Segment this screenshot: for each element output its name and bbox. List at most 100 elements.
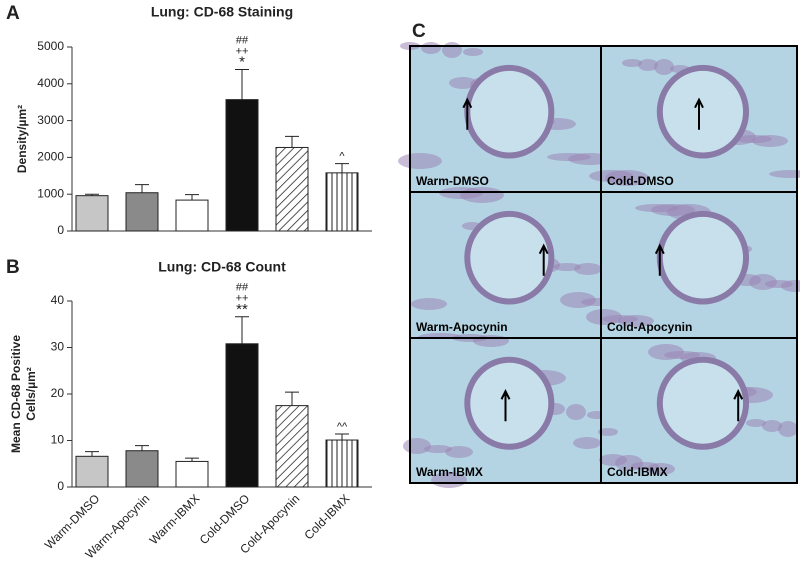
x-tick-label: Cold-IBMX — [301, 491, 352, 542]
tissue — [573, 437, 601, 449]
y-tick-label: 10 — [51, 433, 65, 447]
tissue — [598, 428, 618, 436]
bar — [275, 146, 309, 232]
bar — [325, 439, 359, 488]
tissue — [449, 77, 477, 89]
y-tick-label: 0 — [57, 479, 64, 493]
significance-label: ^^ — [337, 421, 348, 433]
error-bar — [135, 445, 149, 451]
tissue — [752, 135, 788, 147]
micrograph-label: Warm-Apocynin — [416, 320, 508, 334]
arrow — [500, 389, 511, 422]
tissue — [746, 419, 766, 427]
significance-label: ^ — [339, 151, 345, 163]
bar — [225, 99, 259, 232]
error-bar — [235, 68, 249, 100]
error-bar — [85, 451, 99, 457]
error-bar — [285, 391, 299, 406]
vessel — [464, 64, 555, 159]
chart-title: Lung: CD-68 Count — [158, 259, 286, 275]
arrow — [733, 389, 744, 422]
tissue — [424, 445, 452, 453]
tissue — [647, 463, 675, 475]
tissue — [421, 42, 441, 54]
error-bar — [85, 193, 99, 196]
tissue — [605, 170, 649, 186]
micrograph-label: Cold-Apocynin — [607, 320, 692, 334]
tissue — [638, 59, 658, 71]
y-tick-label: 1000 — [37, 186, 64, 200]
y-axis-label: Density/µm² — [15, 105, 29, 173]
tissue — [566, 404, 586, 420]
bar — [275, 405, 309, 488]
tissue — [442, 42, 462, 58]
chart-title: Lung: CD-68 Staining — [151, 4, 293, 20]
tissue — [622, 59, 642, 67]
bar — [175, 460, 209, 488]
y-tick-label: 4000 — [37, 76, 64, 90]
tissue — [460, 187, 504, 203]
cell-border — [600, 337, 798, 484]
vessel — [656, 210, 750, 305]
bar — [175, 199, 209, 232]
tissue — [403, 438, 431, 454]
y-tick-label: 40 — [51, 293, 65, 307]
tissue — [769, 170, 800, 178]
tissue — [778, 421, 798, 437]
x-tick-label: Warm-IBMX — [147, 491, 203, 547]
panel-label: A — [6, 3, 20, 24]
vessel — [464, 356, 555, 450]
error-bar — [135, 184, 149, 193]
vessel — [656, 356, 750, 450]
y-tick-label: 5000 — [37, 39, 64, 53]
arrow — [462, 97, 473, 130]
arrow — [538, 243, 549, 276]
significance-label: ++ — [236, 293, 249, 305]
tissue — [654, 59, 674, 75]
y-axis-label: Cells/µm² — [24, 367, 38, 421]
tissue — [398, 153, 442, 169]
micrograph-panel: Warm-DMSO Cold-DMSO Warm-Apocynin Cold-Apoc… — [398, 42, 800, 488]
vessel — [464, 210, 555, 305]
tissue — [411, 298, 447, 310]
y-tick-label: 2000 — [37, 150, 64, 164]
tissue — [463, 48, 483, 56]
vessel — [656, 64, 750, 159]
y-tick-label: 0 — [57, 223, 64, 237]
micrograph-label: Warm-DMSO — [416, 174, 489, 188]
bar — [75, 195, 109, 232]
bar — [125, 450, 159, 488]
error-bar — [335, 163, 349, 173]
micrograph-label: Cold-DMSO — [607, 174, 674, 188]
y-tick-label: 3000 — [37, 113, 64, 127]
tissue — [618, 315, 654, 327]
micrograph-label: Cold-IBMX — [607, 465, 668, 479]
y-tick-label: 30 — [51, 340, 65, 354]
significance-label: ++ — [236, 45, 249, 57]
arrow — [654, 243, 665, 276]
y-axis-label: Mean CD-68 Positive — [9, 335, 23, 453]
arrow — [694, 97, 704, 130]
error-bar — [235, 316, 249, 344]
significance-label: ** — [236, 301, 248, 318]
error-bar — [335, 433, 349, 441]
y-tick-label: 20 — [51, 386, 65, 400]
panel-label: C — [412, 21, 426, 42]
error-bar — [185, 194, 199, 201]
bar — [75, 455, 109, 488]
bar — [225, 343, 259, 488]
tissue — [762, 420, 782, 432]
bar — [125, 192, 159, 232]
tissue — [473, 335, 509, 347]
panel-label: B — [6, 257, 20, 278]
tissue — [574, 263, 602, 275]
error-bar — [285, 135, 299, 148]
bar — [325, 172, 359, 232]
error-bar — [185, 457, 199, 462]
tissue — [781, 280, 800, 292]
significance-label: ## — [236, 34, 249, 46]
tissue — [445, 446, 473, 458]
micrograph-label: Warm-IBMX — [416, 465, 483, 479]
significance-label: ## — [236, 282, 249, 294]
